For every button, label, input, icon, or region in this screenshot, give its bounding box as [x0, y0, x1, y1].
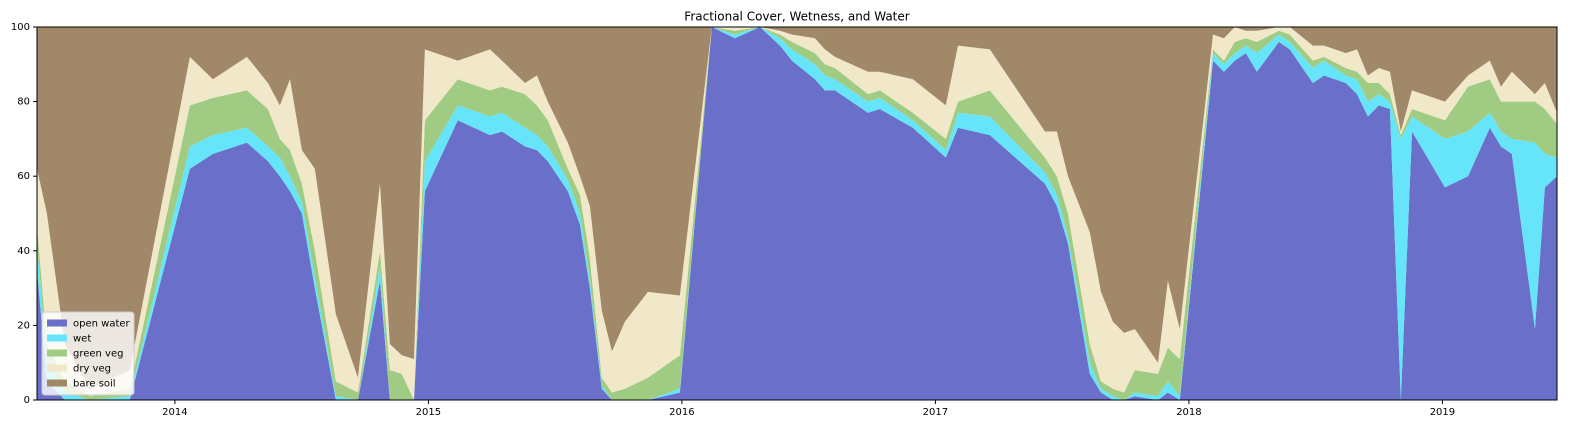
y-tick-label: 40 — [17, 246, 30, 257]
legend-swatch — [47, 319, 67, 327]
area — [37, 27, 1557, 389]
x-tick-label: 2017 — [923, 407, 948, 418]
area — [37, 27, 1557, 400]
legend: open water wet green veg dry veg bare soil — [41, 311, 135, 396]
y-tick-label: 0 — [24, 395, 30, 406]
x-tick-label: 2014 — [162, 407, 187, 418]
legend-swatch — [47, 364, 67, 372]
legend-label: bare soil — [73, 379, 116, 390]
y-tick-label: 80 — [17, 97, 30, 108]
plot-frame — [36, 26, 1558, 401]
legend-label: green veg — [73, 349, 123, 360]
x-tick-label: 2016 — [669, 407, 694, 418]
chart-title: Fractional Cover, Wetness, and Water — [684, 10, 909, 24]
x-tick-label: 2018 — [1176, 407, 1201, 418]
y-tick-label: 60 — [17, 171, 30, 182]
legend-swatch — [47, 334, 67, 342]
legend-swatch — [47, 349, 67, 357]
y-tick-label: 100 — [11, 22, 30, 33]
x-tick-label: 2015 — [416, 407, 441, 418]
y-tick-label: 20 — [17, 320, 30, 331]
legend-label: wet — [73, 334, 91, 345]
legend-label: dry veg — [73, 364, 111, 375]
legend-swatch — [47, 379, 67, 387]
x-tick-label: 2019 — [1430, 407, 1455, 418]
legend-label: open water — [73, 319, 131, 330]
area — [37, 27, 1557, 400]
legend-box — [41, 311, 135, 396]
